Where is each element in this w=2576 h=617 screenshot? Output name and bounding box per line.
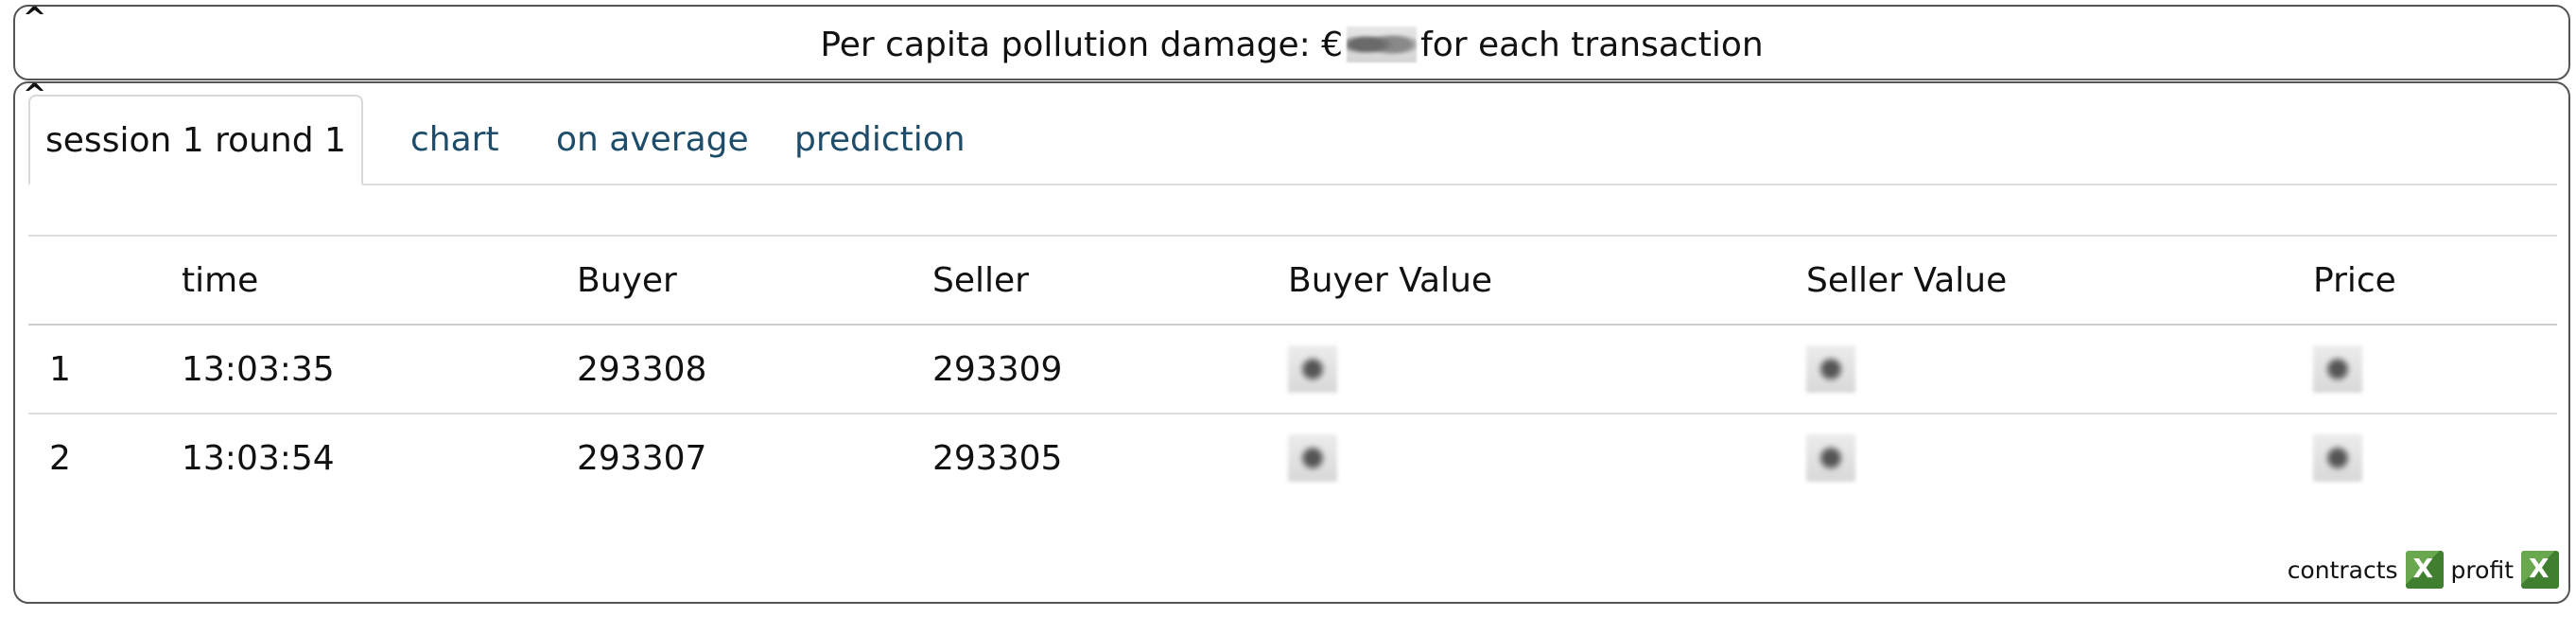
contracts-label: contracts xyxy=(2287,555,2398,584)
pollution-banner: Per capita pollution damage: € for each … xyxy=(15,7,2568,82)
col-buyer-value: Buyer Value xyxy=(1287,235,1805,326)
export-footer: contracts profit xyxy=(2288,551,2559,589)
col-seller: Seller xyxy=(931,235,1287,326)
cell-price xyxy=(2312,414,2557,502)
cell-time: 13:03:54 xyxy=(182,438,335,478)
redacted-value xyxy=(1347,26,1418,62)
cell-time: 13:03:35 xyxy=(181,325,576,414)
col-index xyxy=(28,235,181,326)
tab-on-average[interactable]: on average xyxy=(556,119,749,159)
tab-bar: session 1 round 1 chart on average predi… xyxy=(28,95,2557,185)
cell-seller: 293309 xyxy=(931,325,1287,414)
cell-buyer: 293308 xyxy=(576,325,931,414)
pollution-panel: ^ Per capita pollution damage: € for eac… xyxy=(13,5,2570,80)
excel-contracts-icon[interactable] xyxy=(2405,551,2444,589)
cell-buyer-value xyxy=(1287,414,1805,502)
tab-prediction[interactable]: prediction xyxy=(794,119,966,159)
banner-prefix: Per capita pollution damage: € xyxy=(820,25,1344,64)
cell-seller-value xyxy=(1805,414,2312,502)
cell-seller-value xyxy=(1805,325,2312,414)
table-row: 2 13:03:54 293307 293305 xyxy=(28,414,2557,502)
results-panel: ^ session 1 round 1 chart on average pre… xyxy=(13,81,2570,604)
cell-buyer-value xyxy=(1287,325,1805,414)
excel-profit-icon[interactable] xyxy=(2521,551,2559,589)
redacted-value xyxy=(1806,345,1855,393)
transactions-table: time Buyer Seller Buyer Value Seller Val… xyxy=(28,235,2557,502)
col-buyer: Buyer xyxy=(576,235,931,326)
col-seller-value: Seller Value xyxy=(1805,235,2312,326)
redacted-value xyxy=(1288,434,1337,482)
col-price: Price xyxy=(2312,235,2557,326)
redacted-value xyxy=(2313,434,2362,482)
banner-suffix: for each transaction xyxy=(1420,25,1764,64)
cell-seller: 293305 xyxy=(932,438,1063,478)
cell-buyer: 293307 xyxy=(577,438,707,478)
redacted-value xyxy=(1288,345,1337,393)
profit-label: profit xyxy=(2450,555,2514,584)
table-row: 1 13:03:35 293308 293309 xyxy=(28,325,2557,414)
collapse-caret-icon[interactable]: ^ xyxy=(23,2,47,35)
row-index: 1 xyxy=(28,325,181,414)
tab-chart[interactable]: chart xyxy=(410,119,499,159)
tab-session-1-round-1[interactable]: session 1 round 1 xyxy=(28,95,363,185)
redacted-value xyxy=(2313,345,2362,393)
redacted-value xyxy=(1806,434,1855,482)
col-time: time xyxy=(181,235,576,326)
cell-price xyxy=(2312,325,2557,414)
row-index: 2 xyxy=(49,438,71,478)
table-header-row: time Buyer Seller Buyer Value Seller Val… xyxy=(28,235,2557,326)
